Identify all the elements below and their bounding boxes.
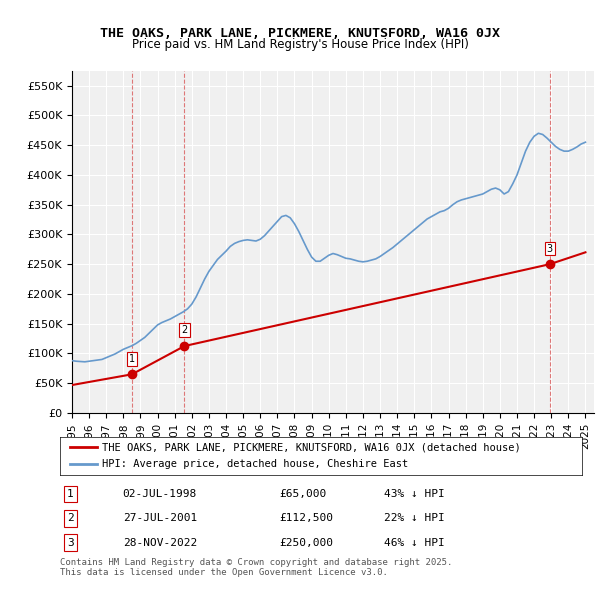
Text: £112,500: £112,500 — [279, 513, 333, 523]
Text: 43% ↓ HPI: 43% ↓ HPI — [383, 489, 445, 499]
Text: 28-NOV-2022: 28-NOV-2022 — [122, 538, 197, 548]
Text: 3: 3 — [547, 244, 553, 254]
Text: 2: 2 — [181, 325, 188, 335]
Text: £65,000: £65,000 — [279, 489, 326, 499]
Text: 2: 2 — [67, 513, 74, 523]
Text: THE OAKS, PARK LANE, PICKMERE, KNUTSFORD, WA16 0JX: THE OAKS, PARK LANE, PICKMERE, KNUTSFORD… — [100, 27, 500, 40]
Text: £250,000: £250,000 — [279, 538, 333, 548]
Text: 02-JUL-1998: 02-JUL-1998 — [122, 489, 197, 499]
Text: 1: 1 — [67, 489, 74, 499]
Text: Contains HM Land Registry data © Crown copyright and database right 2025.
This d: Contains HM Land Registry data © Crown c… — [60, 558, 452, 577]
Text: HPI: Average price, detached house, Cheshire East: HPI: Average price, detached house, Ches… — [102, 459, 408, 469]
Text: Price paid vs. HM Land Registry's House Price Index (HPI): Price paid vs. HM Land Registry's House … — [131, 38, 469, 51]
Text: 46% ↓ HPI: 46% ↓ HPI — [383, 538, 445, 548]
Text: 22% ↓ HPI: 22% ↓ HPI — [383, 513, 445, 523]
Text: THE OAKS, PARK LANE, PICKMERE, KNUTSFORD, WA16 0JX (detached house): THE OAKS, PARK LANE, PICKMERE, KNUTSFORD… — [102, 442, 521, 453]
Text: 1: 1 — [129, 353, 135, 363]
Text: 3: 3 — [67, 538, 74, 548]
Text: 27-JUL-2001: 27-JUL-2001 — [122, 513, 197, 523]
